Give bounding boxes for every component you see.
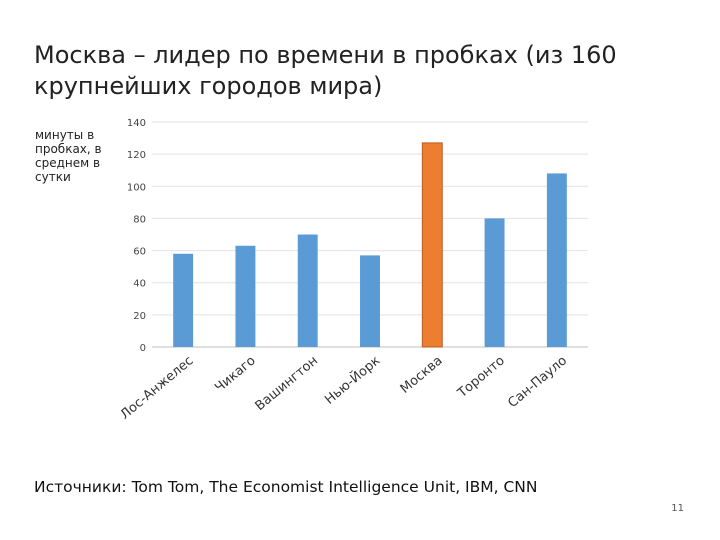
bars bbox=[173, 142, 567, 348]
x-tick-label: Торонто bbox=[454, 353, 507, 401]
slide-title: Москва – лидер по времени в пробках (из … bbox=[34, 40, 704, 102]
y-tick-label: 80 bbox=[133, 214, 146, 225]
y-tick-label: 0 bbox=[140, 343, 146, 354]
y-tick-label: 20 bbox=[133, 311, 146, 322]
y-tick-label: 140 bbox=[127, 118, 146, 129]
bar bbox=[546, 173, 567, 347]
bar bbox=[484, 218, 505, 347]
x-tick-label: Вашингтон bbox=[253, 353, 321, 414]
y-tick-label: 120 bbox=[127, 150, 146, 161]
x-tick-label: Чикаго bbox=[212, 353, 258, 395]
x-tick-label: Нью-Йорк bbox=[322, 352, 384, 407]
bar bbox=[421, 142, 443, 348]
bar bbox=[235, 245, 256, 347]
y-tick-label: 100 bbox=[127, 182, 146, 193]
y-tick-labels: 0 20 40 60 80 100 120 140 bbox=[127, 118, 146, 354]
bar bbox=[297, 234, 318, 347]
title-line-2: крупнейших городов мира) bbox=[34, 72, 383, 100]
x-tick-label: Сан-Пауло bbox=[505, 353, 570, 411]
y-tick-label: 60 bbox=[133, 247, 146, 258]
source-note: Источники: Tom Tom, The Economist Intell… bbox=[34, 478, 538, 496]
y-axis-label: минуты в пробках, в среднем в сутки bbox=[35, 128, 102, 184]
x-tick-label: Лос-Анжелес bbox=[118, 353, 197, 422]
x-tick-label: Москва bbox=[398, 353, 446, 397]
y-tick-label: 40 bbox=[133, 279, 146, 290]
bar bbox=[173, 253, 194, 347]
bar bbox=[360, 255, 380, 347]
page-number: 11 bbox=[671, 503, 684, 514]
title-line-1: Москва – лидер по времени в пробках (из … bbox=[34, 41, 617, 69]
